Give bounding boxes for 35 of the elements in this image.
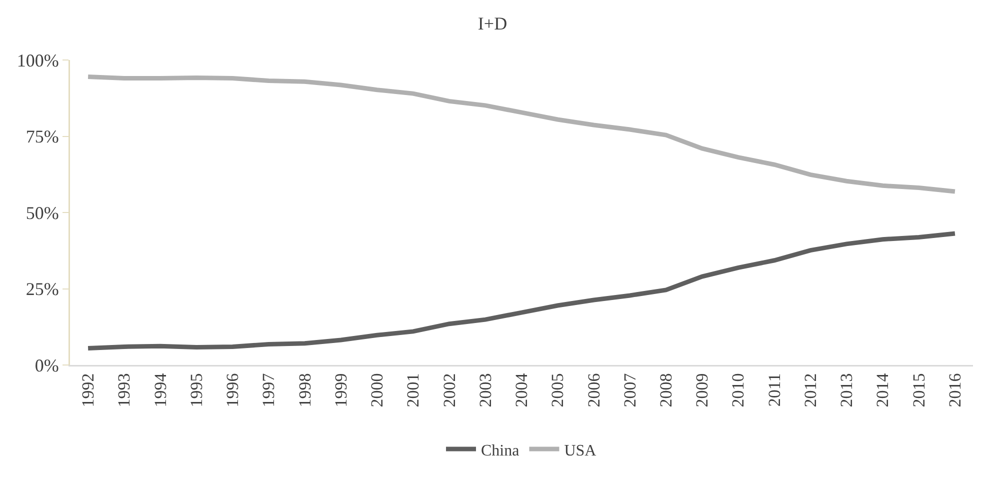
line-series <box>86 231 958 350</box>
x-tick-label: 2010 <box>728 373 748 408</box>
x-tick-label: 2001 <box>404 373 423 408</box>
x-tick-label: 1992 <box>78 373 98 408</box>
x-tick-label: 1996 <box>223 373 242 408</box>
x-tick-label: 2006 <box>584 373 604 408</box>
legend-label: USA <box>564 442 597 460</box>
x-tick-label: 2000 <box>368 373 387 408</box>
x-tick-label: 1999 <box>331 373 350 408</box>
y-tick-label: 25% <box>26 279 59 300</box>
x-tick-label: 2015 <box>909 373 928 408</box>
x-tick-label: 1994 <box>150 372 170 408</box>
x-tick-label: 2012 <box>800 373 820 408</box>
y-tick-label: 75% <box>26 126 59 147</box>
y-tick-label: 0% <box>34 355 59 376</box>
x-tick-label: 2014 <box>873 372 892 408</box>
y-tick-label: 100% <box>16 50 59 70</box>
x-tick-label: 1998 <box>295 373 314 408</box>
x-tick-label: 2013 <box>837 373 856 408</box>
x-tick-label: 2011 <box>764 373 784 407</box>
x-tick-label: 1995 <box>186 373 206 408</box>
x-tick-label: 2016 <box>945 373 964 408</box>
x-tick-label: 2009 <box>692 373 712 408</box>
x-tick-label: 2004 <box>512 372 532 408</box>
x-tick-label: 1993 <box>114 373 134 408</box>
x-tick-label: 2008 <box>656 373 676 408</box>
x-tick-label: 2007 <box>620 372 640 408</box>
x-tick-label: 1997 <box>259 372 278 408</box>
x-tick-label: 2003 <box>476 373 495 408</box>
line-series <box>86 74 958 194</box>
x-tick-label: 2002 <box>440 373 459 408</box>
legend-label: China <box>481 442 520 460</box>
chart-title: I+D <box>478 13 508 34</box>
y-tick-label: 50% <box>26 202 59 223</box>
x-tick-label: 2005 <box>548 373 568 408</box>
